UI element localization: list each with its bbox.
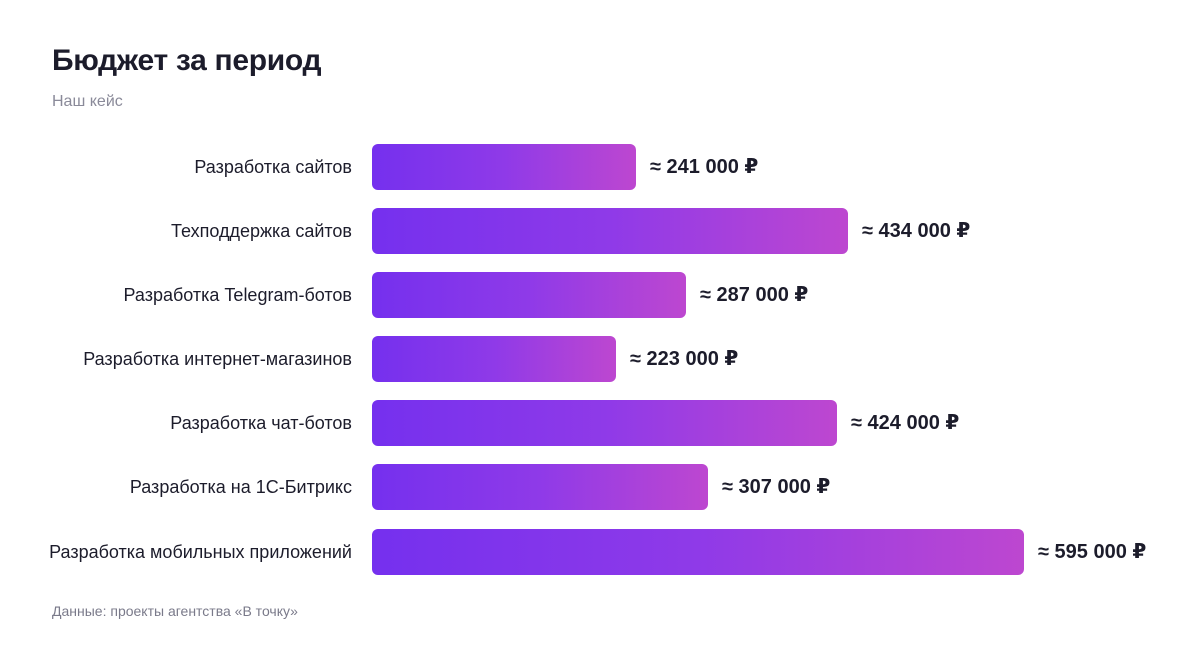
- bar: [372, 208, 848, 254]
- data-source-note: Данные: проекты агентства «В точку»: [52, 603, 298, 619]
- category-label: Разработка сайтов: [194, 157, 352, 177]
- value-label: ≈ 595 000 ₽: [1038, 541, 1147, 563]
- value-label: ≈ 424 000 ₽: [851, 412, 960, 434]
- bar: [372, 272, 686, 318]
- bar: [372, 400, 837, 446]
- bar: [372, 464, 708, 510]
- value-label: ≈ 434 000 ₽: [862, 220, 971, 242]
- category-label: Разработка чат-ботов: [170, 413, 352, 433]
- value-label: ≈ 223 000 ₽: [630, 348, 739, 370]
- bar: [372, 144, 636, 190]
- category-label: Разработка интернет-магазинов: [83, 349, 352, 369]
- chart-title: Бюджет за период: [52, 44, 322, 77]
- bar: [372, 529, 1024, 575]
- category-label: Разработка Telegram-ботов: [123, 285, 352, 305]
- value-label: ≈ 241 000 ₽: [650, 156, 759, 178]
- value-label: ≈ 287 000 ₽: [700, 284, 809, 306]
- category-label: Разработка мобильных приложений: [49, 542, 352, 562]
- bar: [372, 336, 616, 382]
- category-label: Техподдержка сайтов: [171, 221, 352, 241]
- category-label: Разработка на 1С-Битрикс: [129, 477, 352, 497]
- chart-subtitle: Наш кейс: [52, 93, 123, 110]
- value-label: ≈ 307 000 ₽: [722, 476, 831, 498]
